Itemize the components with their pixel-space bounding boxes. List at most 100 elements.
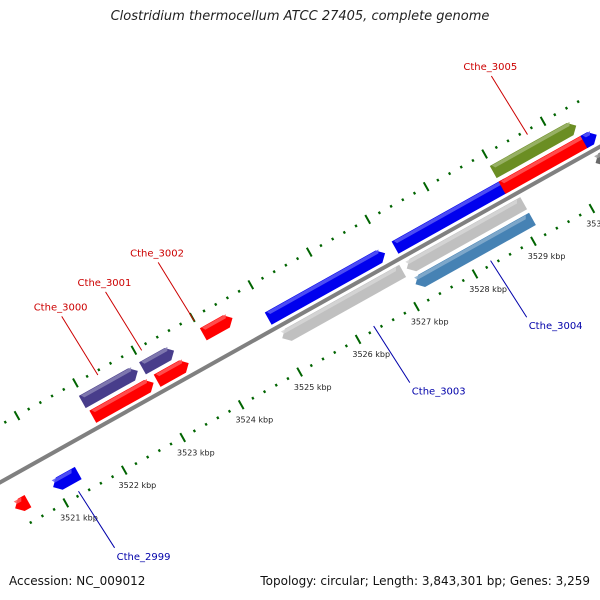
gene-arrow-highlight (405, 199, 518, 265)
top-tick (130, 345, 138, 356)
top-tick (97, 368, 101, 372)
bottom-tick (344, 344, 348, 348)
bottom-tick (179, 432, 187, 443)
bottom-tick (530, 236, 537, 247)
map-title: Clostridium thermocellum ATCC 27405, com… (110, 9, 490, 24)
top-tick (27, 407, 31, 411)
bottom-tick (146, 455, 150, 459)
gene-arrow-highlight (393, 177, 508, 244)
gene-arrow (580, 131, 597, 149)
bottom-tick (309, 363, 313, 368)
gene-arrow (498, 134, 591, 194)
position-label: 3525 kbp (294, 383, 332, 392)
position-label: 3521 kbp (60, 514, 98, 523)
top-tick (247, 279, 255, 290)
gene-arrow-highlight (51, 469, 72, 483)
gene-label: Cthe_3004 (529, 321, 583, 332)
gene-arrow-body (498, 135, 591, 194)
gene-arrow-body (78, 368, 138, 409)
bottom-tick (204, 422, 208, 427)
bottom-tick (354, 334, 362, 345)
gene-leader-line (373, 325, 411, 383)
bottom-tick (578, 213, 582, 217)
gene-arrow-body (53, 466, 82, 490)
gene-arrow-highlight (13, 497, 22, 504)
bottom-tick (508, 252, 512, 256)
top-tick (412, 191, 417, 195)
top-tick (506, 139, 510, 143)
top-tick (354, 224, 358, 228)
gene-arrow (51, 466, 82, 490)
top-tick (364, 214, 372, 225)
bottom-tick (520, 246, 524, 250)
bottom-tick (110, 475, 115, 479)
bottom-tick (134, 461, 138, 466)
position-labels: 3521 kbp 3522 kbp 3523 kbp 3524 kbp 3525 kbp… (60, 219, 600, 522)
gene-leader-line (61, 316, 99, 376)
gene-leader-line (490, 260, 528, 318)
position-label: 3528 kbp (469, 285, 507, 294)
top-tick (295, 256, 300, 261)
gene-arrow (139, 346, 175, 375)
top-tick (284, 263, 288, 267)
bottom-tick (227, 409, 232, 413)
top-tick (13, 410, 21, 421)
position-label: 3526 kbp (352, 350, 390, 359)
gene-arrow-highlight (280, 267, 396, 334)
bottom-tick (216, 416, 220, 420)
gene-arrow-highlight (266, 249, 379, 315)
bottom-tick (403, 311, 407, 315)
top-tick (401, 198, 405, 202)
top-tick (553, 113, 557, 117)
top-tick (389, 204, 393, 208)
bottom-tick (438, 291, 442, 296)
gene-leader-line (105, 291, 143, 351)
top-tick (518, 132, 522, 137)
top-tick (143, 341, 148, 346)
top-tick (331, 237, 335, 241)
top-tick (447, 171, 452, 176)
top-tick (225, 296, 230, 300)
bottom-tick (379, 324, 384, 328)
gene-arrow-body (89, 380, 154, 423)
top-tick (167, 328, 171, 333)
top-tick (108, 361, 113, 365)
gene-features (13, 121, 600, 512)
gene-arrow-body (391, 178, 514, 254)
gene-arrow (264, 249, 386, 325)
gene-arrow-body (199, 315, 233, 341)
gene-arrow-highlight (201, 314, 226, 330)
bottom-tick (237, 399, 245, 410)
gene-arrow (89, 378, 154, 423)
position-label: 3530 kbp (586, 219, 600, 228)
bottom-tick-marks (29, 203, 596, 525)
gene-arrow-body (282, 264, 407, 341)
bottom-tick (251, 396, 255, 400)
gene-label: Cthe_3002 (130, 248, 184, 259)
top-tick (471, 158, 475, 163)
bottom-tick (321, 357, 325, 361)
gene-arrow (489, 121, 577, 179)
top-tick (422, 181, 430, 192)
bottom-tick (262, 390, 267, 394)
gene-arrow (78, 367, 138, 409)
gene-arrow-highlight (594, 153, 600, 159)
top-tick (494, 145, 498, 150)
top-tick (564, 106, 569, 110)
top-tick (214, 302, 218, 307)
gene-leader-line (157, 262, 195, 322)
gene-leader-line (490, 75, 528, 135)
bottom-tick (496, 259, 500, 263)
top-tick (459, 165, 463, 169)
gene-arrow (280, 264, 407, 341)
bottom-tick (87, 488, 91, 492)
gene-arrow (13, 495, 32, 512)
top-tick (305, 247, 313, 257)
bottom-tick (75, 494, 80, 499)
genome-backbone (0, 144, 600, 485)
bottom-tick (40, 514, 45, 518)
top-tick (377, 211, 381, 215)
bottom-tick (555, 226, 559, 230)
genome-summary-text: Topology: circular; Length: 3,843,301 bp… (260, 574, 590, 588)
